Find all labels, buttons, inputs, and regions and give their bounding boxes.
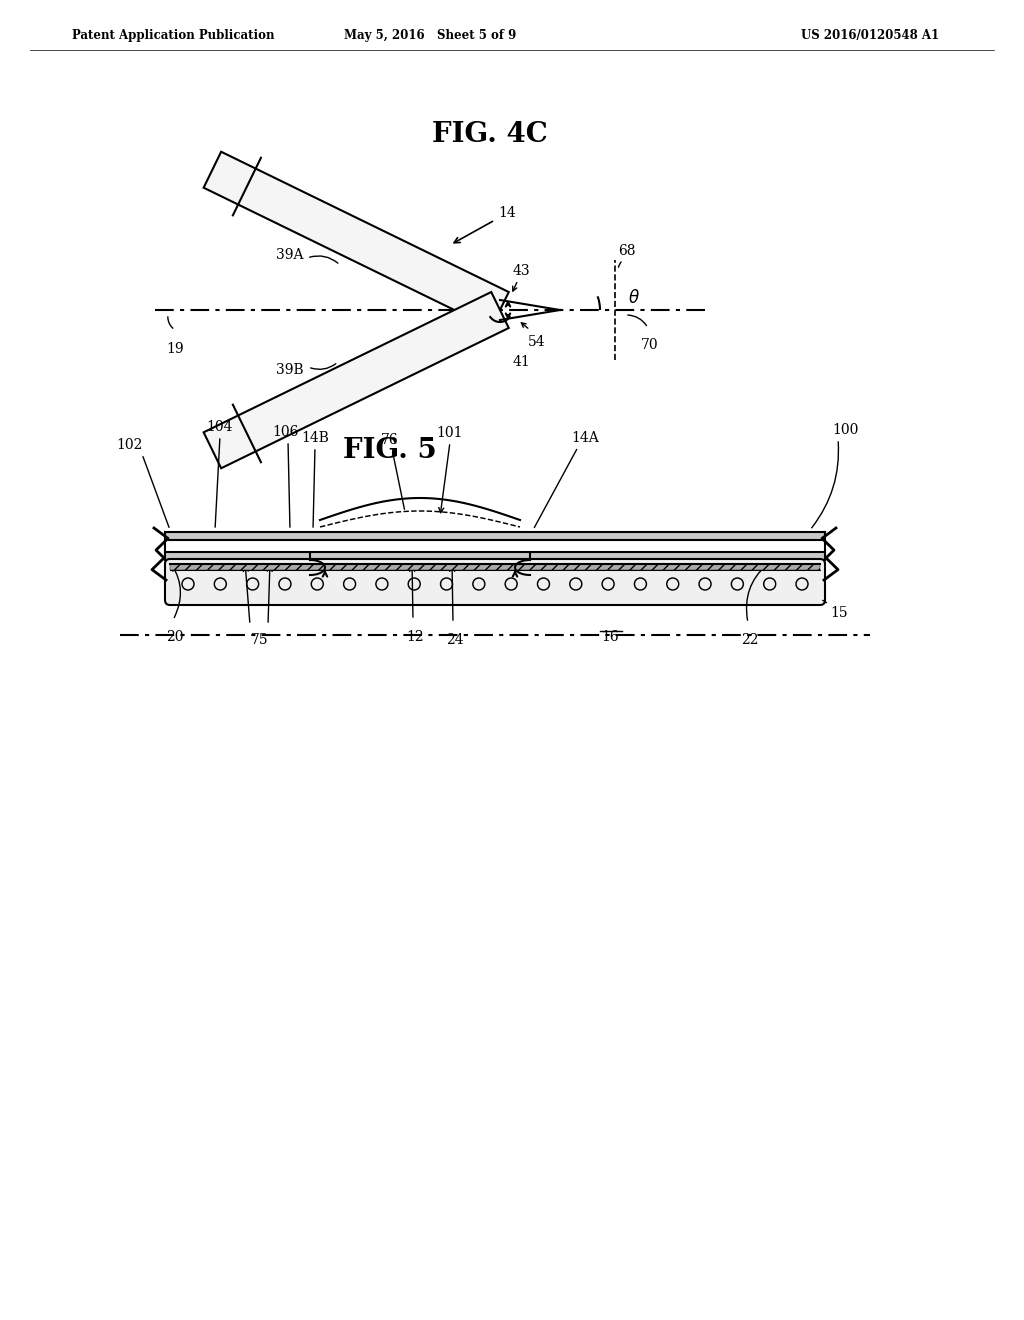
Text: 14: 14 (498, 206, 516, 220)
Text: 102: 102 (117, 438, 143, 451)
Text: 20: 20 (166, 630, 183, 644)
Text: 14A: 14A (571, 432, 599, 445)
Text: 39A: 39A (276, 248, 304, 261)
Text: FIG. 5: FIG. 5 (343, 437, 437, 463)
Text: 15: 15 (830, 606, 848, 620)
Polygon shape (204, 292, 509, 469)
FancyBboxPatch shape (165, 558, 825, 605)
Text: 12: 12 (407, 630, 424, 644)
Text: 106: 106 (271, 425, 298, 440)
Text: 14B: 14B (301, 432, 329, 445)
Text: 101: 101 (437, 426, 463, 440)
Polygon shape (165, 552, 825, 560)
Polygon shape (165, 532, 825, 540)
Polygon shape (204, 152, 509, 327)
Text: US 2016/0120548 A1: US 2016/0120548 A1 (801, 29, 939, 41)
Text: 39B: 39B (276, 363, 304, 378)
Text: 104: 104 (207, 420, 233, 434)
Text: 19: 19 (166, 342, 184, 356)
Text: 76: 76 (381, 433, 398, 447)
Text: FIG. 4C: FIG. 4C (432, 121, 548, 149)
Text: Patent Application Publication: Patent Application Publication (72, 29, 274, 41)
Text: 16: 16 (601, 630, 618, 644)
Text: 70: 70 (641, 338, 658, 352)
Text: 41: 41 (513, 355, 530, 370)
Text: May 5, 2016   Sheet 5 of 9: May 5, 2016 Sheet 5 of 9 (344, 29, 516, 41)
Text: 24: 24 (446, 634, 464, 647)
Text: 22: 22 (741, 634, 759, 647)
Text: 100: 100 (831, 422, 858, 437)
Text: 75: 75 (251, 634, 269, 647)
Polygon shape (170, 564, 820, 570)
Text: 43: 43 (513, 264, 530, 279)
Text: 68: 68 (618, 244, 636, 257)
Text: 54: 54 (528, 335, 546, 348)
Text: $\theta$: $\theta$ (628, 289, 640, 308)
